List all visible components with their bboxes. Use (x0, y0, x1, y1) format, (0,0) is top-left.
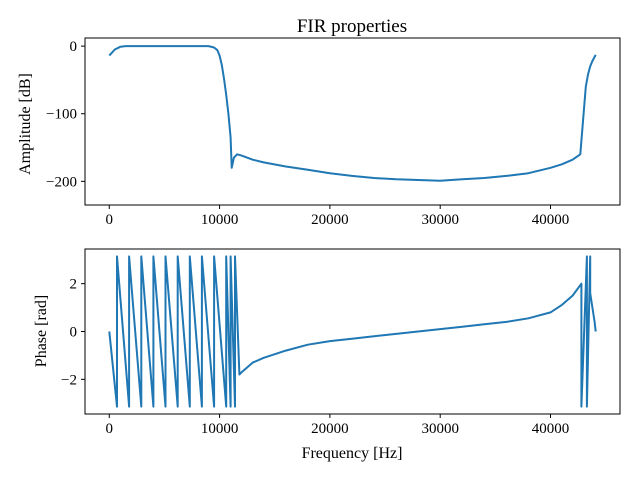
x-tick-label: 40000 (532, 421, 570, 437)
x-axis-label: Frequency [Hz] (302, 445, 403, 462)
y-tick-label: 2 (70, 277, 78, 293)
y-tick-label: −2 (61, 372, 77, 388)
amplitude-marks: 0 10000 20000 30000 40000 0 −100 −200 (46, 39, 597, 228)
y-tick-label: 0 (70, 39, 78, 55)
y-tick-label: −100 (46, 107, 77, 123)
y-tick-label: 0 (70, 325, 78, 341)
x-tick-label: 20000 (311, 421, 349, 437)
phase-plot-frame (84, 248, 621, 415)
amplitude-plot-frame (84, 37, 621, 206)
y-tick-label: −200 (46, 174, 77, 190)
x-tick-label: 20000 (311, 212, 349, 228)
x-tick-label: 0 (106, 421, 114, 437)
x-tick-label: 10000 (201, 212, 239, 228)
x-tick-label: 30000 (421, 212, 459, 228)
x-tick-label: 30000 (421, 421, 459, 437)
y-axis-label-amplitude: Amplitude [dB] (17, 73, 34, 175)
phase-marks: 0 10000 20000 30000 40000 2 0 −2 (61, 255, 597, 437)
x-tick-label: 10000 (201, 421, 239, 437)
x-tick-label: 0 (106, 212, 114, 228)
x-tick-label: 40000 (532, 212, 570, 228)
y-axis-label-phase: Phase [rad] (33, 295, 50, 367)
chart-title: FIR properties (297, 16, 407, 37)
amplitude-chart: FIR properties Amplitude [dB] 0 10000 2000… (17, 16, 621, 228)
phase-chart: Phase [rad] Frequency [Hz] 0 10000 20000 30… (33, 248, 621, 462)
series-line (108, 255, 597, 408)
series-line (108, 45, 597, 182)
